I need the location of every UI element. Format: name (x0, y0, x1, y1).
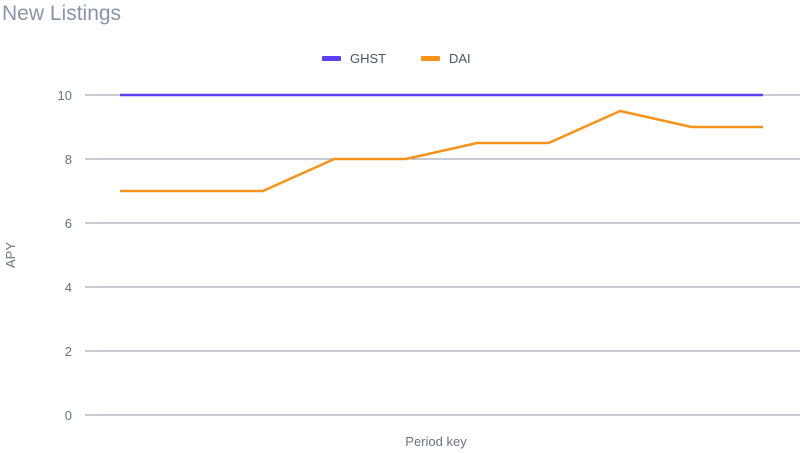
legend-label-ghst: GHST (350, 51, 386, 66)
y-tick-label: 0 (65, 408, 72, 423)
legend-label-dai: DAI (449, 51, 471, 66)
legend-swatch-ghst (322, 56, 341, 61)
y-tick-label: 4 (65, 280, 72, 295)
y-tick-label: 10 (58, 88, 72, 103)
x-axis-title: Period key (405, 434, 467, 449)
legend-swatch-dai (421, 56, 440, 61)
y-tick-label: 6 (65, 216, 72, 231)
y-tick-label: 8 (65, 152, 72, 167)
y-tick-label: 2 (65, 344, 72, 359)
chart-title: New Listings (2, 2, 122, 25)
series-line-dai (120, 109, 763, 193)
y-axis-title: APY (3, 242, 18, 268)
